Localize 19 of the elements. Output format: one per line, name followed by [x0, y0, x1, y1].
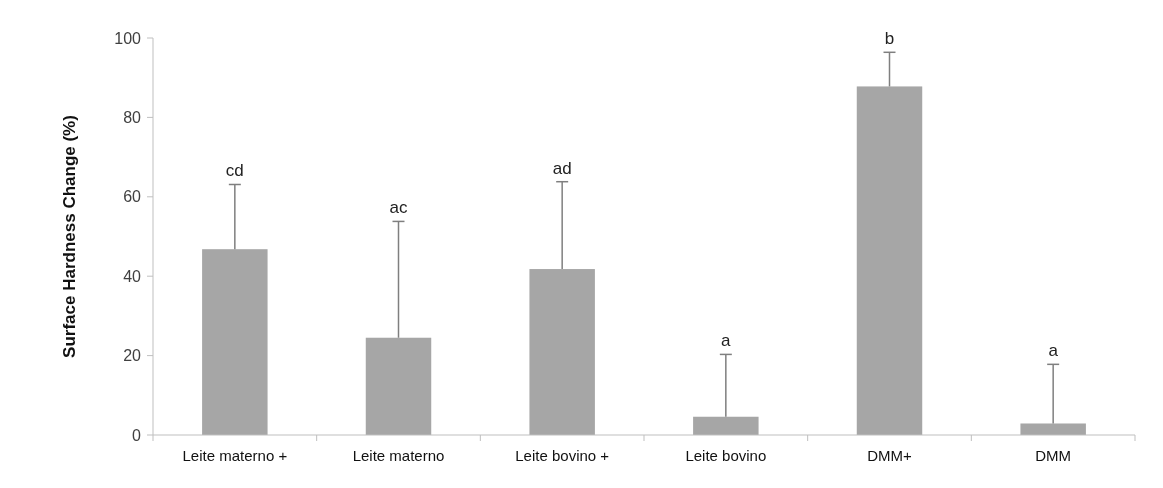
x-tick-label: DMM+	[867, 447, 913, 464]
annotation: a	[1048, 341, 1059, 361]
y-tick-label: 60	[123, 188, 142, 206]
y-tick-label: 100	[114, 29, 142, 47]
x-tick-label: Leite bovino +	[515, 447, 610, 464]
x-tick-label: Leite bovino	[685, 447, 767, 464]
annotation: cd	[225, 161, 244, 181]
x-tick-label: Leite materno	[352, 447, 445, 464]
y-tick-label: 80	[123, 109, 142, 126]
annotation: a	[721, 331, 732, 351]
y-tick-label: 20	[123, 347, 142, 365]
annotation: b	[884, 29, 895, 49]
annotation: ad	[552, 158, 572, 178]
y-tick-label: 40	[123, 267, 142, 285]
x-tick-label: DMM	[1035, 447, 1072, 464]
y-axis-title: Surface Hardness Change (%)	[60, 115, 79, 358]
annotation: ac	[389, 198, 408, 218]
x-tick-label: Leite materno +	[182, 447, 288, 464]
y-tick-label: 0	[132, 426, 142, 444]
